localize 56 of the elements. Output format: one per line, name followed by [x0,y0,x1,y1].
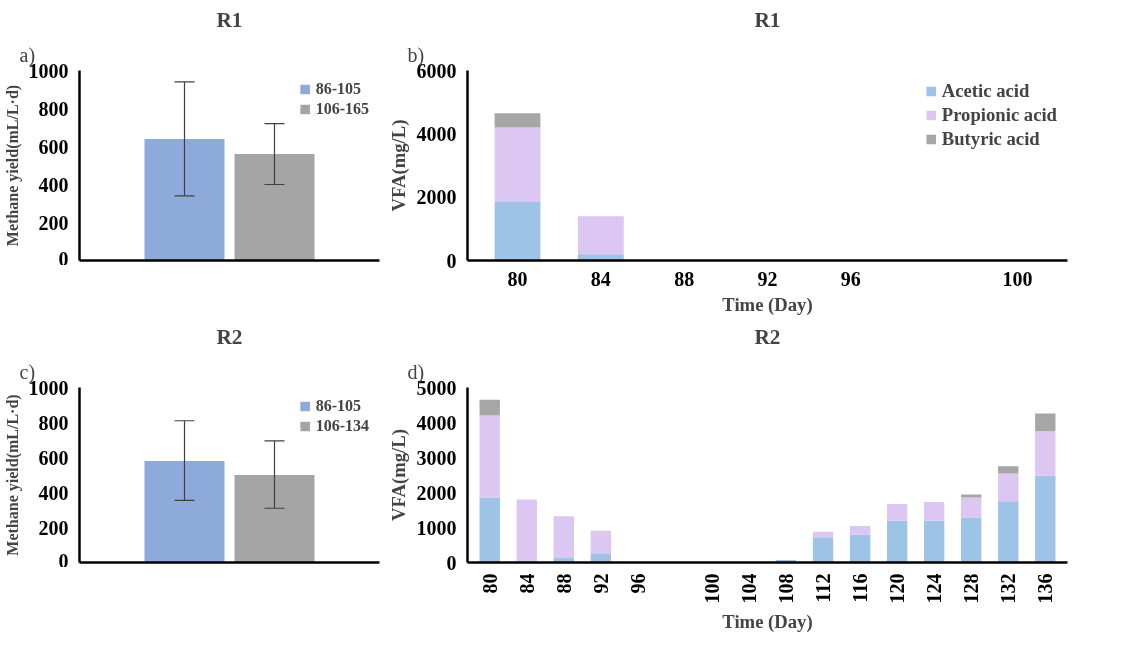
y-tick-label: 200 [38,516,69,539]
y-axis-title: VFA(mg/L) [387,119,410,212]
x-tick-label: 96 [626,573,649,594]
y-tick-label: 0 [58,247,69,270]
x-tick-label: 116 [849,573,872,603]
chart-title: R1 [216,7,243,32]
legend-label: Acetic acid [941,80,1030,102]
x-tick-label: 80 [507,267,528,290]
legend-label: 86-105 [315,397,361,415]
legend-label: 106-165 [315,100,369,118]
x-tick-label: 136 [1034,573,1057,604]
x-tick-label: 88 [674,267,695,290]
legend-label: Butyric acid [941,128,1040,150]
chart-title: R2 [216,324,243,349]
y-axis-title: Methane yield(mL/L·d) [3,84,22,247]
x-tick-label: 88 [552,573,575,594]
y-tick-label: 4000 [416,411,457,434]
x-tick-label: 92 [757,267,778,290]
x-tick-label: 84 [515,573,538,594]
chart-title: R1 [754,7,781,32]
y-tick-label: 0 [58,549,69,572]
y-tick-label: 600 [38,135,69,158]
y-axis-title: Methane yield(mL/L·d) [3,394,22,556]
x-tick-label: 84 [590,267,611,290]
y-tick-label: 4000 [416,122,457,145]
y-tick-label: 400 [38,173,69,196]
x-tick-label: 124 [923,573,946,604]
y-tick-label: 800 [38,97,69,120]
x-tick-label: 104 [737,573,760,604]
y-axis-title: VFA(mg/L) [387,429,410,521]
y-tick-label: 400 [38,481,69,504]
x-tick-label: 100 [1002,267,1033,290]
y-tick-label: 2000 [416,481,457,504]
legend-label: Propionic acid [941,104,1057,126]
x-tick-label: 100 [700,573,723,604]
x-tick-label: 108 [775,573,798,604]
x-tick-label: 96 [840,267,861,290]
y-tick-label: 200 [38,211,69,234]
x-tick-label: 128 [960,573,983,604]
x-tick-label: 112 [812,573,835,603]
y-tick-label: 600 [38,446,69,469]
y-tick-label: 0 [446,249,457,272]
y-tick-label: 3000 [416,446,457,469]
x-tick-label: 80 [478,573,501,594]
y-tick-label: 800 [38,411,69,434]
y-tick-label: 0 [446,551,457,574]
x-tick-label: 92 [589,573,612,594]
x-axis-title: Time (Day) [722,611,813,634]
x-tick-label: 120 [886,573,909,604]
x-tick-label: 132 [997,573,1020,604]
chart-title: R2 [754,324,781,349]
y-tick-label: 2000 [416,186,457,209]
legend-label: 86-105 [315,80,361,98]
y-tick-label: 1000 [416,516,457,539]
x-axis-title: Time (Day) [722,293,813,316]
legend-label: 106-134 [315,417,369,435]
